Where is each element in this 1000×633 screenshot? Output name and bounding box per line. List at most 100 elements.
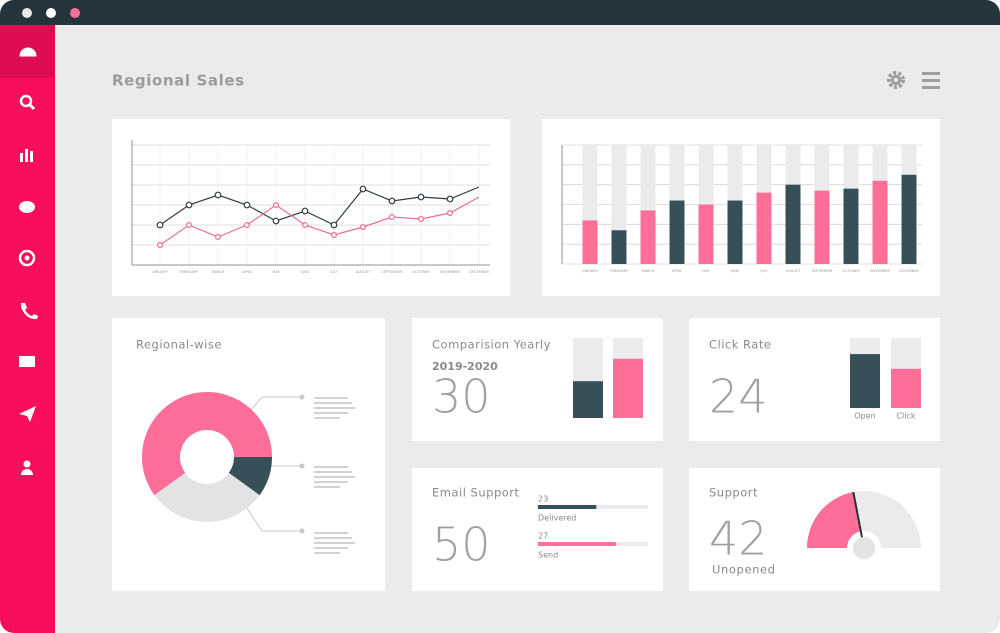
line-point	[156, 221, 164, 229]
x-tick-label: FEBRUARY	[180, 270, 199, 274]
bar	[669, 200, 685, 264]
card-title: Support	[709, 486, 758, 500]
line-point	[389, 214, 396, 221]
bar-label: Click	[896, 412, 915, 421]
line-point	[330, 221, 338, 229]
card-email	[412, 468, 663, 591]
big-number: 42	[709, 512, 768, 566]
bar	[756, 192, 772, 264]
line-point	[272, 217, 280, 225]
page-title: Regional Sales	[112, 72, 245, 90]
progress-bar	[538, 542, 617, 546]
x-tick-label: JUNE	[300, 270, 309, 274]
icon-send[interactable]	[19, 406, 36, 422]
x-tick-label: MAY	[702, 269, 710, 273]
icon-phone[interactable]	[21, 303, 38, 320]
line-point	[388, 197, 396, 205]
line-point	[446, 195, 454, 203]
icon-search[interactable]	[19, 94, 33, 108]
icon-user[interactable]	[23, 460, 31, 468]
card-title: Regional-wise	[136, 338, 222, 352]
bar	[582, 220, 598, 264]
icon-dashboard[interactable]	[19, 47, 37, 57]
item-label: Delivered	[538, 514, 576, 523]
x-tick-label: MARCH	[642, 269, 655, 273]
big-number: 30	[432, 370, 491, 424]
line-point	[447, 210, 454, 217]
x-tick-label: OCTOBER	[842, 269, 860, 273]
legend-placeholders	[314, 397, 355, 554]
bar	[573, 381, 603, 418]
icon-target-dot	[24, 255, 30, 261]
progress-bar	[538, 505, 597, 509]
icon-mail[interactable]	[19, 356, 35, 367]
bar	[640, 210, 656, 264]
line-point	[417, 193, 425, 201]
donut-slice	[154, 472, 260, 523]
sidebar	[0, 25, 55, 633]
icon-target[interactable]	[18, 249, 36, 267]
donut-slice	[228, 457, 272, 496]
window-dot[interactable]	[46, 8, 56, 18]
icon-stats[interactable]	[20, 149, 33, 162]
x-tick-label: NOVEMBER	[440, 270, 461, 274]
settings-icon[interactable]	[887, 71, 905, 89]
line-point	[359, 185, 367, 193]
settings-hole	[894, 78, 898, 82]
line-point	[302, 222, 309, 229]
gauge-value	[807, 492, 861, 548]
big-number: 50	[432, 518, 491, 572]
bar	[727, 200, 743, 264]
x-tick-label: AUGUST	[786, 269, 801, 273]
support-label: Unopened	[712, 563, 776, 577]
line-series	[159, 196, 480, 246]
window-dot[interactable]	[22, 8, 32, 18]
line-point	[360, 224, 367, 231]
x-tick-label: APRIL	[672, 269, 682, 273]
bar	[611, 230, 627, 264]
x-tick-label: JULY	[759, 269, 768, 273]
x-tick-label: FEBRUARY	[610, 269, 629, 273]
x-tick-label: JANUARY	[151, 270, 168, 274]
line-series	[159, 186, 480, 226]
x-tick-label: JUNE	[730, 269, 739, 273]
period: 2019-2020	[432, 360, 498, 373]
x-tick-label: NOVEMBER	[870, 269, 891, 273]
x-tick-label: AUGUST	[356, 270, 371, 274]
donut-slice	[142, 392, 272, 496]
x-tick-label: MAY	[272, 270, 280, 274]
menu-bar	[922, 86, 940, 89]
menu-icon[interactable]	[922, 72, 940, 75]
line-point	[244, 222, 251, 229]
bar	[872, 180, 888, 264]
card-title: Click Rate	[709, 338, 771, 352]
line-point	[157, 242, 164, 249]
header-actions	[887, 71, 940, 89]
line-point	[301, 207, 309, 215]
line-point	[418, 216, 425, 223]
title-bar	[0, 0, 1000, 25]
line-point	[186, 222, 193, 229]
bar	[843, 188, 859, 264]
x-tick-label: JANUARY	[581, 269, 598, 273]
bar	[613, 358, 643, 418]
bar	[901, 174, 917, 264]
icon-user-body	[21, 469, 33, 475]
line-point	[215, 234, 222, 241]
x-tick-label: SEPTEMBER	[382, 270, 404, 274]
x-tick-label: OCTOBER	[412, 270, 430, 274]
line-point	[185, 201, 193, 209]
card-line	[112, 119, 510, 296]
menu-bar	[922, 79, 940, 82]
item-count: 23	[538, 495, 548, 504]
x-tick-label: SEPTEMBER	[812, 269, 834, 273]
x-tick-label: APRIL	[242, 270, 252, 274]
gauge-hub	[853, 537, 875, 559]
bar	[785, 184, 801, 264]
donut-leader-dots	[299, 394, 305, 534]
icon-search-handle	[28, 103, 36, 111]
window-dot[interactable]	[70, 8, 80, 18]
icon-chat[interactable]	[19, 201, 35, 213]
line-point	[243, 201, 251, 209]
